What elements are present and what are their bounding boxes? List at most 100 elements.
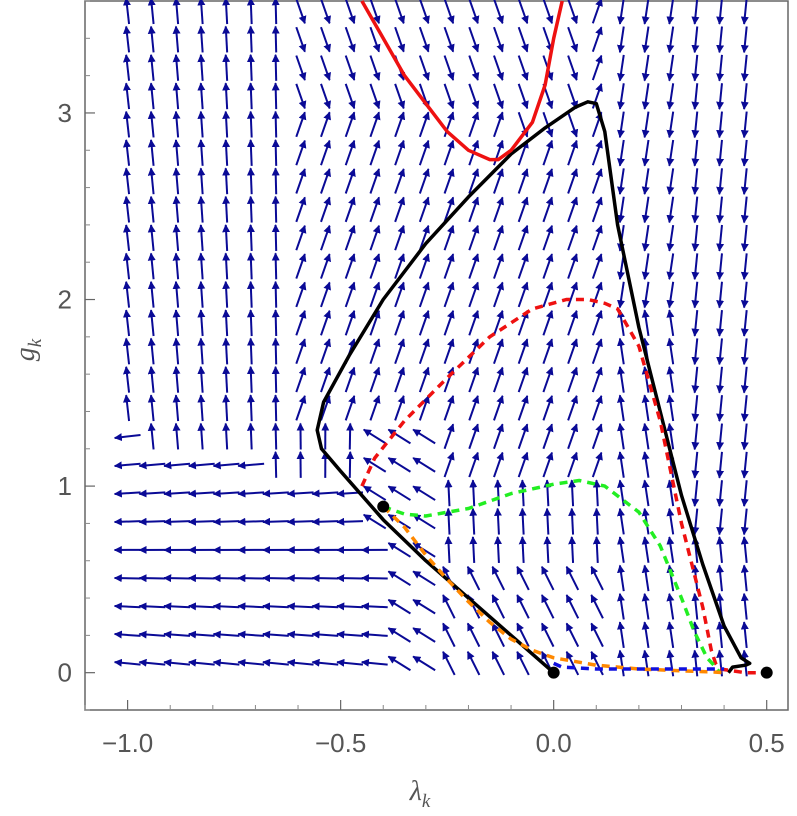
vector-arrow: [311, 658, 339, 667]
vector-arrow: [716, 480, 725, 507]
vector-arrow: [387, 542, 411, 558]
vector-arrow: [412, 428, 436, 445]
vector-arrow: [517, 224, 529, 251]
vector-arrow: [363, 457, 387, 473]
vector-arrow: [345, 0, 356, 25]
vector-arrow: [320, 55, 331, 81]
vector-arrow: [222, 82, 231, 110]
vector-arrow: [122, 337, 131, 365]
vector-arrow: [246, 54, 255, 81]
vector-arrow: [567, 253, 579, 279]
vector-arrow: [567, 0, 579, 25]
vector-arrow: [369, 0, 381, 25]
vector-arrow: [691, 111, 700, 139]
vector-arrow: [540, 565, 555, 591]
vector-arrow: [591, 253, 603, 279]
vector-arrow: [344, 281, 356, 308]
vector-arrow: [740, 0, 749, 25]
vector-arrow: [493, 395, 504, 421]
vector-arrow: [716, 508, 725, 536]
vector-arrow: [493, 196, 504, 223]
vector-arrow: [740, 366, 749, 394]
vector-arrow: [691, 0, 700, 25]
vector-arrow: [418, 366, 430, 393]
vector-arrow: [716, 451, 725, 479]
vector-arrow: [542, 366, 554, 393]
vector-arrow: [568, 536, 577, 563]
vector-arrow: [443, 168, 455, 194]
fixed-point: [377, 500, 390, 513]
vector-arrow: [740, 196, 749, 224]
trajectory-orange-dashed: [381, 505, 725, 675]
vector-arrow: [222, 224, 231, 251]
vector-arrow: [394, 0, 406, 25]
vector-arrow: [412, 485, 436, 501]
vector-arrow: [691, 480, 700, 507]
vector-arrow: [493, 451, 504, 478]
vector-arrow: [262, 489, 289, 498]
x-tick-label: −0.5: [315, 728, 366, 758]
vector-arrow: [517, 338, 529, 364]
vector-arrow: [394, 253, 406, 279]
vector-arrow: [172, 422, 181, 450]
vector-arrow: [197, 365, 206, 393]
vector-arrow: [246, 280, 255, 308]
vector-arrow: [188, 658, 215, 667]
vector-arrow: [295, 168, 307, 194]
vector-arrow: [295, 0, 307, 25]
vector-arrow: [197, 54, 206, 81]
vector-arrow: [271, 25, 280, 53]
vector-arrow: [740, 451, 749, 479]
vector-arrow: [122, 25, 131, 53]
vector-arrow: [320, 139, 331, 166]
vector-arrow: [418, 139, 430, 166]
vector-arrow: [320, 26, 331, 53]
vector-arrow: [468, 423, 480, 450]
vector-arrow: [418, 310, 430, 336]
vector-arrow: [691, 451, 700, 479]
vector-arrow: [691, 649, 700, 677]
vector-arrow: [617, 536, 625, 563]
vector-arrow: [542, 310, 554, 336]
vector-arrow: [271, 365, 280, 393]
vector-arrow: [286, 630, 314, 639]
vector-arrow: [716, 26, 725, 54]
vector-arrow: [246, 25, 255, 53]
vector-arrow: [394, 338, 406, 364]
vector-arrow: [542, 423, 554, 450]
vector-arrow: [468, 451, 480, 478]
vector-arrow: [394, 366, 406, 393]
vector-arrow: [212, 602, 240, 611]
vector-arrow: [369, 224, 381, 251]
vector-arrow: [344, 168, 356, 194]
vector-arrow: [444, 507, 453, 535]
vector-arrow: [237, 517, 265, 526]
vector-arrow: [641, 394, 650, 422]
vector-arrow: [518, 0, 529, 25]
vector-arrow: [542, 253, 554, 279]
vector-arrow: [344, 139, 356, 166]
vector-arrow: [320, 224, 331, 251]
vector-arrow: [418, 168, 430, 194]
vector-arrow: [443, 338, 455, 364]
vector-arrow: [716, 253, 725, 281]
vector-arrow: [271, 337, 280, 365]
vector-arrow: [387, 457, 411, 473]
vector-arrow: [591, 54, 603, 81]
x-axis-label: λk: [409, 776, 431, 812]
vector-arrow: [271, 139, 280, 166]
vector-arrow: [565, 565, 580, 591]
vector-arrow: [641, 139, 650, 167]
vector-arrow: [163, 461, 191, 470]
vector-arrow: [344, 224, 356, 251]
vector-arrow: [172, 280, 181, 308]
vector-arrow: [369, 83, 381, 110]
vector-arrow: [172, 337, 181, 365]
vector-arrow: [394, 281, 406, 308]
vector-arrow: [617, 422, 625, 450]
vector-arrow: [591, 139, 603, 166]
vector-arrow: [469, 507, 478, 535]
vector-arrow: [617, 54, 625, 82]
vector-arrow: [591, 423, 603, 450]
trajectory-red-solid: [360, 0, 564, 162]
